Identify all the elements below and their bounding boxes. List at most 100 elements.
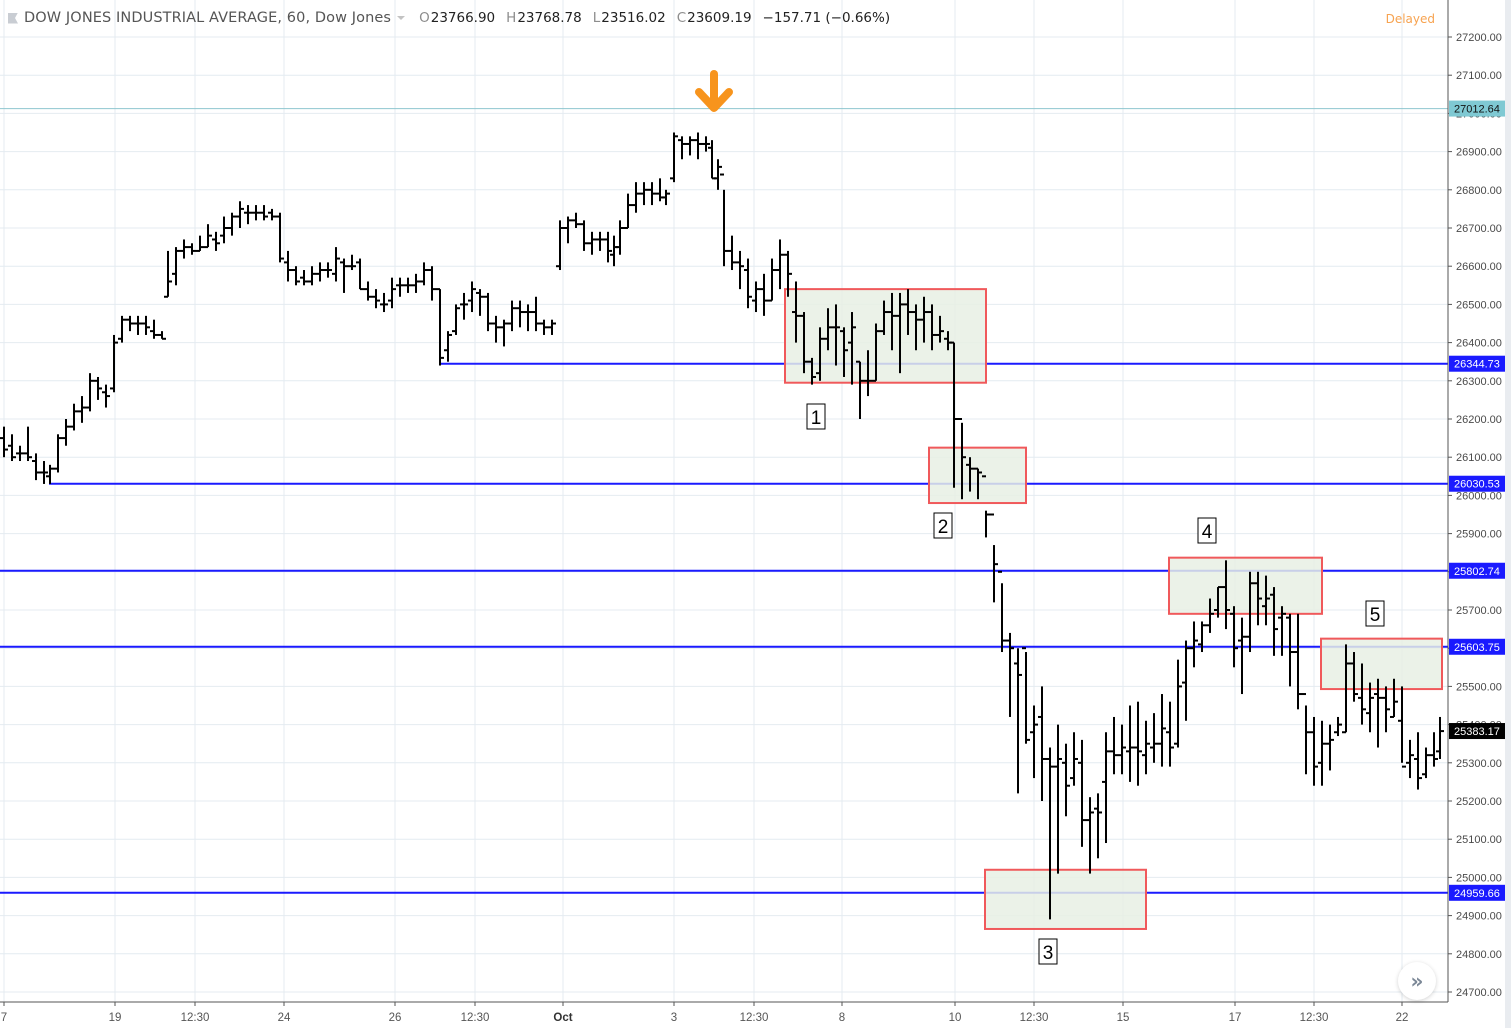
price-tick-label: 26800.00 xyxy=(1456,185,1502,197)
ohlc-bar xyxy=(94,376,102,400)
ohlc-bar xyxy=(1014,648,1022,794)
ohlc-bar xyxy=(678,136,686,160)
time-tick-label: Oct xyxy=(553,1012,572,1024)
ohlc-bar xyxy=(588,231,596,255)
svg-text:25802.74: 25802.74 xyxy=(1454,566,1500,578)
ohlc-bar xyxy=(596,231,604,251)
ohlc-bar xyxy=(32,453,40,481)
ohlc-bar xyxy=(1246,571,1254,653)
high-value: 23768.78 xyxy=(517,10,582,26)
ohlc-bar xyxy=(872,323,880,382)
zone-box-3[interactable] xyxy=(984,868,1147,930)
ohlc-bar xyxy=(1190,621,1198,668)
ohlc-bar xyxy=(412,273,420,293)
zone-box-4[interactable] xyxy=(1168,556,1323,615)
ohlc-bar xyxy=(420,262,428,286)
ohlc-bar xyxy=(990,513,998,603)
level-price-tag: 25603.75 xyxy=(1449,638,1505,655)
box-label-1: 1 xyxy=(806,403,826,430)
ohlc-bar xyxy=(276,212,284,263)
rectangle-annotations[interactable] xyxy=(784,288,1443,930)
ohlc-bar xyxy=(1436,716,1444,759)
ohlc-bar xyxy=(1382,686,1390,733)
ohlc-bar xyxy=(1142,720,1150,775)
ohlc-bar xyxy=(220,216,228,244)
ohlc-bar xyxy=(150,319,158,339)
ohlc-bar xyxy=(492,315,500,343)
ohlc-bar xyxy=(564,216,572,244)
ohlc-bar xyxy=(196,235,204,252)
ohlc-bar xyxy=(388,277,396,309)
ohlc-bar xyxy=(348,254,356,271)
price-tick-label: 26700.00 xyxy=(1456,223,1502,235)
ohlc-bar xyxy=(40,461,48,484)
ohlc-bar xyxy=(1270,587,1278,656)
ohlc-bar xyxy=(508,300,516,332)
price-tick-label: 25200.00 xyxy=(1456,796,1502,808)
ohlc-bar xyxy=(950,341,958,488)
ohlc-bar xyxy=(1406,739,1414,779)
svg-text:3: 3 xyxy=(1043,943,1054,964)
ohlc-bar xyxy=(118,315,126,343)
ohlc-bar xyxy=(958,418,966,500)
ohlc-bar xyxy=(1030,705,1038,779)
ohlc-bar xyxy=(24,426,32,462)
ohlc-bar xyxy=(936,315,944,343)
ohlc-bar xyxy=(632,182,640,213)
ohlc-bar xyxy=(244,205,252,225)
ohlc-bar xyxy=(284,250,292,282)
ohlc-bar xyxy=(1414,732,1422,790)
low-label: L xyxy=(592,10,601,26)
ohlc-bar xyxy=(702,136,710,152)
time-tick-label: 24 xyxy=(278,1012,291,1024)
time-tick-label: 12:30 xyxy=(1300,1012,1329,1024)
time-tick-label: 12:30 xyxy=(1020,1012,1049,1024)
ohlc-bar xyxy=(308,266,316,286)
ohlc-bar xyxy=(372,289,380,309)
ohlc-bar xyxy=(572,212,580,228)
chevron-down-icon[interactable] xyxy=(397,16,406,20)
price-tick-label: 26400.00 xyxy=(1456,338,1502,350)
ohlc-bar xyxy=(1006,632,1014,717)
ohlc-bar xyxy=(768,258,776,302)
level-price-tag: 26344.73 xyxy=(1449,355,1505,372)
scroll-to-realtime-button[interactable]: » xyxy=(1398,962,1436,1000)
ohlc-bar xyxy=(324,262,332,278)
open-label: O xyxy=(419,10,430,26)
time-tick-label: 10 xyxy=(949,1012,962,1024)
price-tick-label: 25300.00 xyxy=(1456,758,1502,770)
ohlc-bar xyxy=(0,426,8,458)
zone-box-1[interactable] xyxy=(784,288,987,384)
ohlc-bar xyxy=(1318,720,1326,786)
symbol-title[interactable]: DOW JONES INDUSTRIAL AVERAGE, 60, Dow Jo… xyxy=(24,10,392,26)
ohlc-bar xyxy=(648,182,656,206)
ohlc-bar xyxy=(1038,686,1046,801)
ohlc-bar xyxy=(1198,621,1206,653)
ohlc-bar xyxy=(1398,686,1406,768)
price-tick-label: 24900.00 xyxy=(1456,911,1502,923)
ohlc-bar xyxy=(1174,659,1182,748)
ohlc-bar xyxy=(1390,678,1398,718)
ohlc-bar xyxy=(736,250,744,290)
ohlc-bar xyxy=(8,434,16,462)
change-value: −157.71 (−0.66%) xyxy=(762,10,891,26)
ohlc-bar xyxy=(912,304,920,351)
time-tick-label: 17 xyxy=(1229,1012,1242,1024)
ohlc-bar xyxy=(1278,606,1286,656)
close-label: C xyxy=(676,10,687,26)
ohlc-bar xyxy=(532,296,540,332)
box-label-2: 2 xyxy=(933,512,953,539)
ohlc-bar xyxy=(760,273,768,316)
ohlc-bar xyxy=(228,212,236,236)
ohlc-bar xyxy=(500,319,508,347)
ohlc-bar xyxy=(624,193,632,229)
ohlc-bar xyxy=(110,334,118,393)
zone-box-5[interactable] xyxy=(1320,637,1443,691)
ohlc-bar xyxy=(524,304,532,332)
ohlc-bar xyxy=(134,315,142,335)
ohlc-bar xyxy=(998,570,1006,653)
ohlc-bar xyxy=(468,281,476,313)
